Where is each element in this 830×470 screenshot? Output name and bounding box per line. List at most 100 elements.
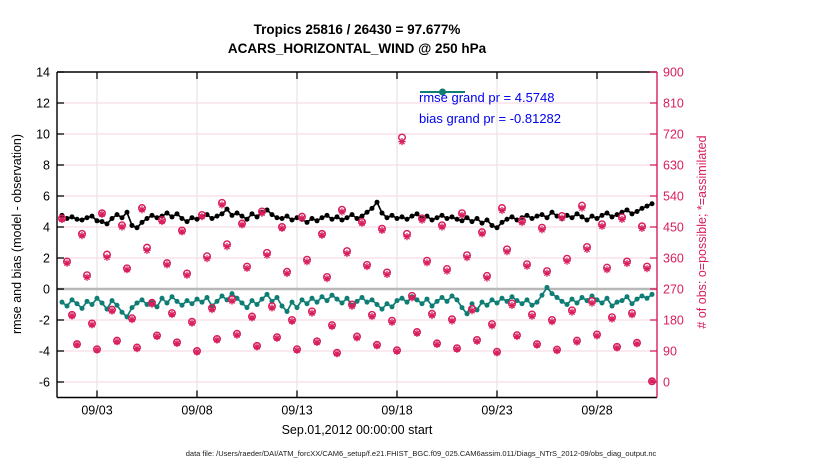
possible-marker (633, 338, 642, 347)
possible-marker (443, 265, 452, 274)
possible-marker (82, 271, 91, 280)
bias-marker (544, 284, 550, 290)
possible-marker (303, 255, 312, 264)
rmse-marker (534, 213, 540, 219)
assimilated-marker (78, 232, 86, 240)
assimilated-marker (273, 334, 281, 342)
possible-marker (448, 315, 457, 324)
assimilated-marker (108, 307, 116, 315)
bias-marker (639, 293, 645, 299)
possible-marker (247, 312, 256, 321)
assimilated-marker (448, 317, 456, 325)
rmse-marker (99, 219, 105, 225)
assimilated-marker (138, 206, 146, 214)
assimilated-marker (233, 331, 241, 339)
rmse-marker (624, 207, 630, 213)
possible-marker (152, 331, 161, 340)
assimilated-marker (368, 312, 376, 321)
rmse-marker (619, 209, 625, 215)
assimilated-marker (83, 273, 91, 281)
possible-marker (87, 319, 96, 328)
y-tick-label-right: 360 (663, 252, 684, 266)
possible-marker (132, 343, 141, 352)
assimilated-marker (58, 215, 66, 224)
possible-marker (483, 271, 492, 280)
bias-marker (364, 299, 370, 305)
bias-marker (629, 301, 635, 307)
possible-marker (408, 291, 417, 300)
rmse-marker (139, 219, 145, 225)
assimilated-marker (153, 332, 161, 341)
possible-marker (58, 214, 67, 223)
rmse-marker (334, 214, 340, 220)
possible-marker (348, 300, 357, 309)
bias-marker (129, 305, 135, 311)
rmse-marker (364, 209, 370, 215)
possible-marker (77, 229, 86, 238)
bias-marker (169, 294, 175, 300)
possible-marker (488, 320, 497, 329)
assimilated-marker (213, 336, 221, 344)
possible-marker (603, 263, 612, 272)
rmse-marker (224, 206, 230, 212)
rmse-marker (129, 222, 135, 228)
rmse-marker (479, 220, 485, 226)
possible-marker (273, 333, 282, 342)
rmse-marker (649, 201, 655, 207)
rmse-marker (209, 215, 215, 221)
assimilated-marker (313, 338, 321, 346)
rmse-marker (524, 212, 530, 218)
assimilated-marker (133, 344, 141, 353)
rmse-marker (179, 215, 185, 221)
possible-marker (378, 224, 387, 233)
assimilated-marker (268, 304, 276, 312)
assimilated-marker (338, 208, 346, 216)
possible-marker (227, 295, 236, 304)
y-axis-label-left: rmse and bias (model - observation) (10, 133, 24, 335)
possible-marker (338, 205, 347, 214)
assimilated-marker (608, 315, 616, 323)
rmse-marker (104, 221, 110, 227)
assimilated-marker (198, 213, 206, 221)
assimilated-marker (498, 206, 506, 215)
possible-marker (513, 331, 522, 340)
legend-line-sample-bias (420, 88, 465, 96)
rmse-marker (254, 214, 260, 220)
bias-marker (599, 300, 605, 306)
assimilated-marker (538, 226, 546, 234)
assimilated-marker (408, 294, 416, 302)
possible-marker (518, 216, 527, 225)
bias-marker (274, 295, 280, 301)
assimilated-marker (298, 214, 306, 222)
bias-marker (554, 295, 560, 301)
rmse-marker (599, 212, 605, 218)
bias-marker (244, 305, 250, 311)
rmse-marker (399, 214, 405, 220)
bias-marker (494, 300, 500, 306)
bias-marker (279, 303, 285, 309)
assimilated-marker (353, 334, 361, 342)
rmse-marker (109, 215, 115, 221)
assimilated-marker (208, 306, 216, 314)
assimilated-marker (443, 267, 451, 275)
rmse-marker (489, 222, 495, 228)
assimilated-marker (258, 209, 266, 217)
assimilated-marker (573, 338, 581, 346)
y-tick-label-left: -2 (39, 314, 50, 328)
bias-marker (469, 301, 475, 307)
bias-marker (289, 299, 295, 305)
bias-marker (204, 295, 210, 301)
bias-marker (119, 309, 125, 315)
assimilated-marker (393, 347, 401, 355)
rmse-marker (189, 215, 195, 221)
assimilated-marker (73, 341, 81, 349)
bias-marker (579, 295, 585, 301)
rmse-marker (269, 212, 275, 218)
possible-marker (353, 332, 362, 341)
bias-marker (624, 294, 630, 300)
possible-marker (278, 222, 287, 231)
legend-label-rmse: rmse grand pr = 4.5748 (419, 89, 555, 105)
bias-marker (304, 301, 310, 307)
x-tick-label: 09/08 (181, 404, 212, 418)
assimilated-marker (178, 228, 186, 236)
